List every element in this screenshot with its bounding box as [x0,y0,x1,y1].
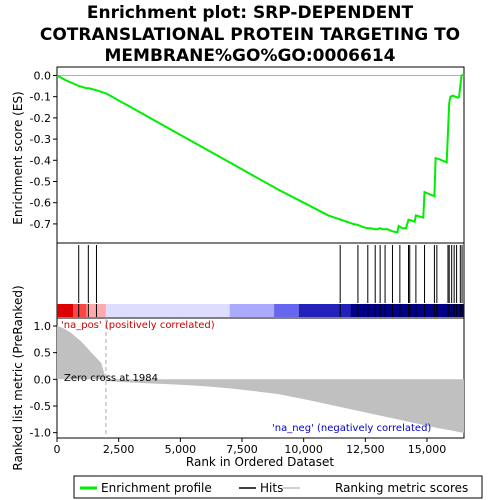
legend-box [73,475,483,499]
heat-segment [73,304,87,317]
heat-segment [57,304,74,317]
hits-layer [78,245,463,303]
enrichment-profile-layer [56,73,465,234]
ranking-metric-area [57,326,464,433]
legend-hits-label: Hits [260,481,283,495]
chart-title-line-2: COTRANSLATIONAL PROTEIN TARGETING TO [40,25,460,45]
zero-cross-annotation: Zero cross at 1984 [64,373,158,384]
x-axis: 0 2,500 5,000 7,500 10,000 12,500 15,000 [54,438,447,456]
x-tick-label: 0 [54,443,61,456]
x-tick-label: 10,000 [284,443,323,456]
metric-y-tick-label: -0.5 [30,400,51,413]
x-tick-label: 12,500 [346,443,385,456]
es-y-tick-label: -0.4 [30,154,51,167]
ranking-metric-layer [57,318,464,438]
x-tick-label: 15,000 [408,443,447,456]
enrichment-profile-line [56,73,465,234]
chart-title-line-1: Enrichment plot: SRP-DEPENDENT [87,3,414,23]
x-axis-label: Rank in Ordered Dataset [186,455,334,469]
es-y-axis-label: Enrichment score (ES) [11,91,25,224]
x-tick-label: 2,500 [103,443,135,456]
legend-metric-label: Ranking metric scores [335,481,468,495]
ranking-heatmap-bar [57,304,464,317]
x-tick-label: 7,500 [226,443,258,456]
es-y-tick-label: -0.7 [30,218,51,231]
es-y-axis: 0.0 -0.1 -0.2 -0.3 -0.4 -0.5 -0.6 -0.7 [30,69,464,231]
metric-y-tick-label: -1.0 [30,427,51,440]
pos-annotation: 'na_pos' (positively correlated) [61,320,215,331]
es-y-tick-label: -0.2 [30,112,51,125]
metric-y-tick-label: 1.0 [34,320,52,333]
neg-annotation: 'na_neg' (negatively correlated) [272,423,431,434]
metric-y-tick-label: 0.0 [34,373,52,386]
metric-y-axis-label: Ranked list metric (PreRanked) [11,285,25,470]
es-y-tick-label: -0.6 [30,197,51,210]
chart-title-line-3: MEMBRANE%GO%GO:0006614 [105,46,396,66]
heat-segment [229,304,275,317]
es-y-tick-label: -0.1 [30,91,51,104]
es-y-tick-label: 0.0 [34,69,52,82]
heat-segment [298,304,351,317]
es-y-tick-label: -0.3 [30,133,51,146]
legend-enrichment-label: Enrichment profile [101,481,212,495]
heat-segment [105,304,230,317]
x-tick-label: 5,000 [165,443,197,456]
metric-y-axis: 1.0 0.5 0.0 -0.5 -1.0 [30,320,57,440]
heat-segment [274,304,299,317]
heat-segment [350,304,464,317]
es-panel [56,66,465,244]
es-y-tick-label: -0.5 [30,176,51,189]
metric-y-tick-label: 0.5 [34,347,52,360]
